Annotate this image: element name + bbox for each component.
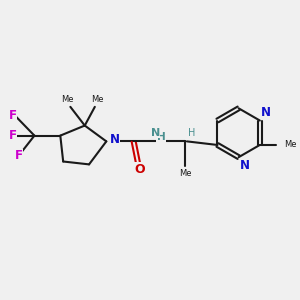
Text: F: F (9, 109, 17, 122)
Text: N: N (151, 128, 160, 138)
Text: Me: Me (61, 95, 74, 104)
Text: Me: Me (92, 95, 104, 104)
Text: N: N (110, 134, 120, 146)
Text: N: N (261, 106, 271, 119)
Text: H: H (188, 128, 196, 139)
Text: N: N (240, 159, 250, 172)
Text: F: F (9, 129, 17, 142)
Text: H: H (157, 132, 165, 142)
Text: Me: Me (284, 140, 297, 149)
Text: Me: Me (179, 169, 192, 178)
Text: F: F (15, 149, 22, 162)
Text: O: O (134, 163, 145, 176)
